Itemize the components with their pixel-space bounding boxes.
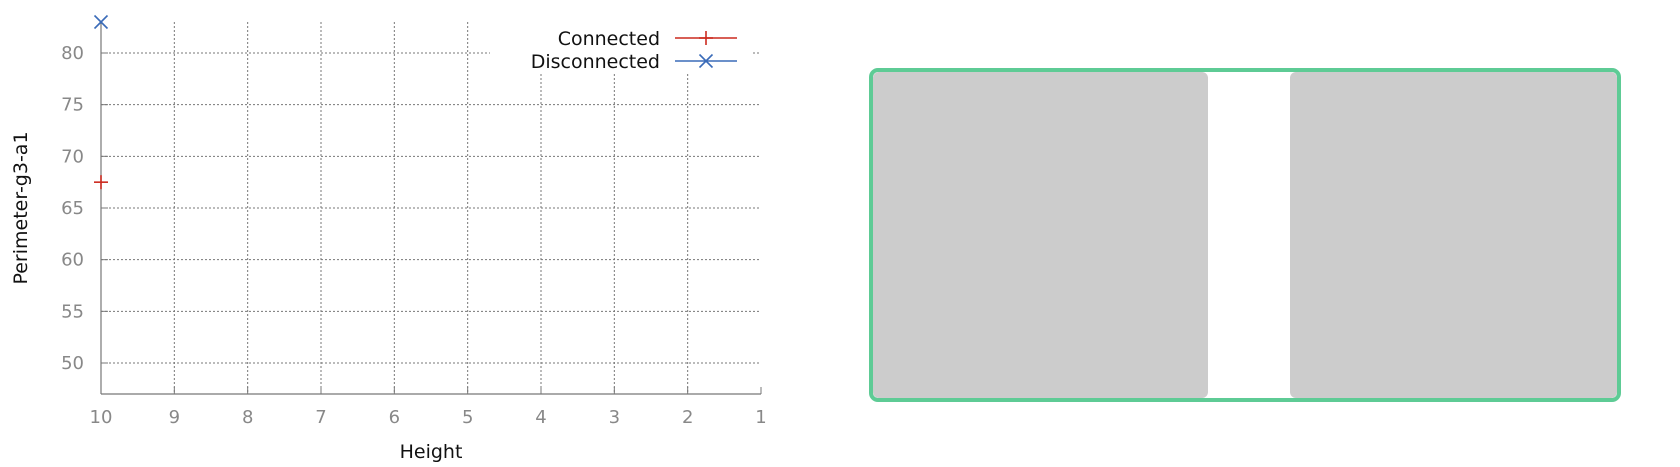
data-point-plus	[94, 175, 108, 190]
legend-label: Disconnected	[531, 51, 660, 73]
legend-label: Connected	[558, 28, 660, 50]
y-tick-label: 80	[61, 43, 84, 64]
legend-background	[490, 22, 752, 74]
x-tick-label: 3	[609, 407, 620, 428]
legend-marker	[698, 53, 714, 69]
y-axis-label: Perimeter-g3-a1	[10, 131, 32, 284]
placeholder-block-right	[1290, 72, 1617, 398]
y-tick-label: 50	[61, 353, 84, 374]
x-tick-label: 9	[169, 407, 180, 428]
y-tick-label: 70	[61, 146, 84, 167]
x-tick-label: 2	[682, 407, 693, 428]
data-point-x	[93, 14, 109, 30]
x-tick-label: 4	[535, 407, 546, 428]
x-tick-label: 10	[90, 407, 113, 428]
x-tick-label: 1	[755, 407, 766, 428]
grid	[101, 22, 761, 394]
placeholder-block-left	[873, 72, 1208, 398]
x-tick-label: 6	[389, 407, 400, 428]
data-points	[93, 14, 109, 190]
y-tick-label: 55	[61, 301, 84, 322]
x-tick-label: 8	[242, 407, 253, 428]
placeholder-panel	[869, 68, 1621, 402]
x-tick-label: 7	[315, 407, 326, 428]
y-tick-label: 60	[61, 250, 84, 271]
legend-marker	[699, 31, 713, 45]
y-tick-label: 75	[61, 95, 84, 116]
x-tick-label: 5	[462, 407, 473, 428]
axes	[100, 22, 762, 395]
x-axis-label: Height	[400, 441, 463, 463]
y-tick-label: 65	[61, 198, 84, 219]
